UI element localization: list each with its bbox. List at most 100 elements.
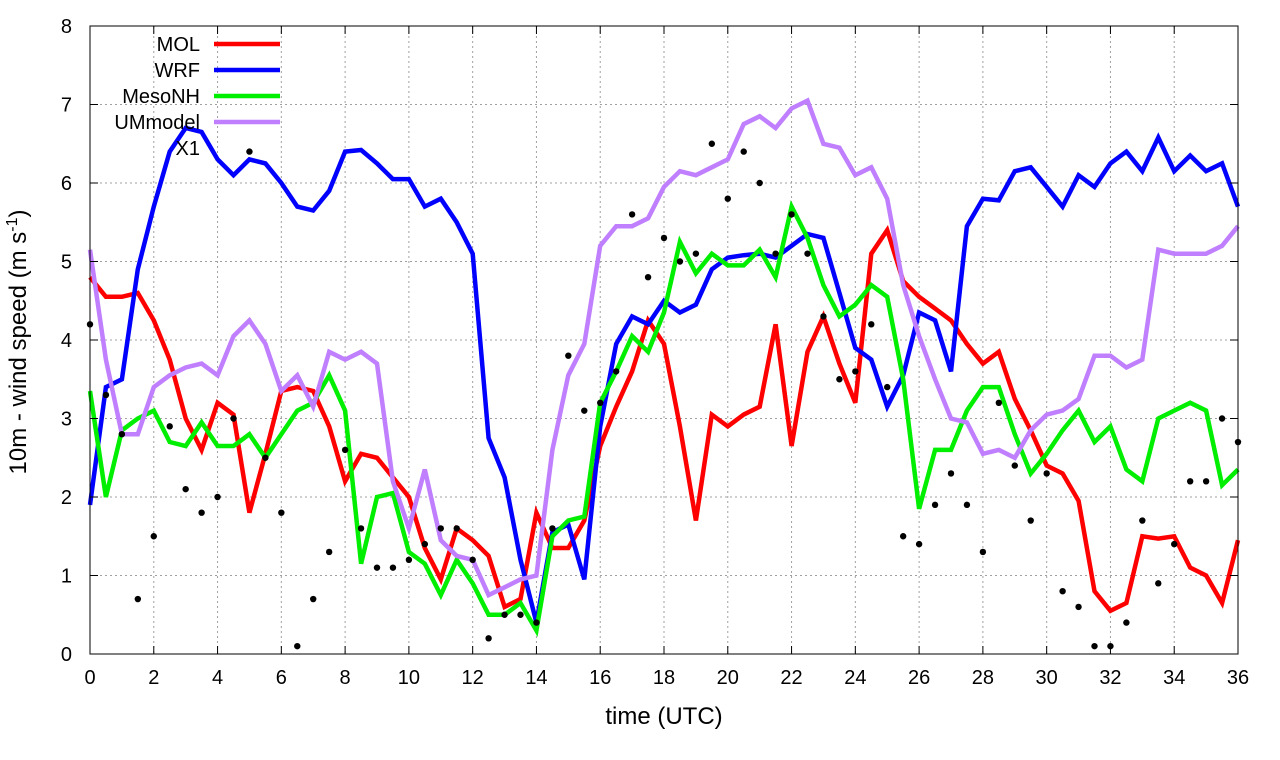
y-axis-label-close: ) — [5, 210, 32, 218]
y-tick-label: 0 — [61, 644, 72, 666]
point-x1 — [597, 399, 604, 406]
point-x1 — [740, 148, 747, 155]
x-tick-label: 16 — [589, 667, 611, 689]
point-x1 — [198, 509, 205, 516]
point-x1 — [995, 399, 1003, 406]
point-x1 — [325, 548, 333, 556]
point-x1 — [979, 548, 987, 556]
point-x1 — [182, 485, 189, 493]
point-x1 — [1139, 517, 1146, 524]
point-x1 — [166, 423, 173, 430]
legend-label-x1: X1 — [176, 138, 200, 160]
point-x1 — [357, 525, 365, 532]
y-tick-labels: 0 1 2 3 4 5 6 7 8 — [61, 16, 1238, 666]
point-x1 — [294, 642, 301, 650]
series-line-mesonh — [87, 200, 1240, 638]
point-x1 — [549, 525, 556, 532]
point-x1 — [724, 195, 731, 202]
point-x1 — [1075, 603, 1082, 611]
x-tick-label: 24 — [844, 667, 866, 689]
x-tick-label: 8 — [340, 667, 351, 689]
series-line-wrf — [87, 125, 1241, 624]
point-x1 — [692, 250, 700, 257]
point-x1 — [246, 148, 253, 155]
y-axis-label: 10m - wind speed (m s-1) — [4, 210, 32, 475]
point-x1 — [1027, 517, 1034, 524]
series-layer — [86, 97, 1242, 650]
point-x1 — [1059, 588, 1066, 595]
point-x1 — [565, 352, 572, 359]
x-tick-label: 36 — [1227, 667, 1249, 689]
point-x1 — [1155, 580, 1162, 587]
point-x1 — [612, 368, 620, 375]
point-x1 — [676, 258, 684, 265]
x-tick-label: 4 — [212, 667, 223, 689]
point-x1 — [118, 431, 126, 438]
y-tick-label: 3 — [61, 409, 72, 431]
legend-label-mol: MOL — [157, 34, 200, 56]
y-tick-label: 4 — [61, 330, 72, 352]
x-tick-label: 14 — [525, 667, 547, 689]
legend-label-ummodel: UMmodel — [114, 112, 200, 134]
point-x1 — [421, 540, 429, 548]
y-tick-label: 5 — [61, 252, 72, 274]
x-axis-label: time (UTC) — [605, 703, 722, 730]
point-x1 — [868, 321, 875, 328]
point-x1 — [820, 313, 827, 320]
point-x1 — [278, 509, 285, 516]
x-tick-label: 32 — [1099, 667, 1121, 689]
point-x1 — [405, 556, 413, 563]
point-x1 — [628, 211, 636, 218]
point-x1 — [884, 383, 891, 391]
y-tick-label: 6 — [61, 173, 72, 195]
point-x1 — [772, 250, 779, 257]
y-tick-label: 7 — [61, 95, 72, 117]
point-x1 — [963, 501, 971, 509]
point-x1 — [230, 415, 237, 422]
point-x1 — [453, 525, 460, 532]
x-tick-label: 6 — [276, 667, 287, 689]
point-x1 — [437, 525, 444, 532]
legend-label-wrf: WRF — [154, 60, 200, 82]
point-x1 — [310, 595, 317, 603]
legend-label-mesonh: MesoNH — [122, 86, 200, 108]
point-x1 — [660, 234, 668, 242]
point-x1 — [915, 540, 923, 548]
point-x1 — [1186, 478, 1194, 485]
x-tick-label: 20 — [717, 667, 739, 689]
y-axis-label-main: 10m - wind speed (m s — [5, 232, 32, 475]
y-tick-label: 1 — [61, 566, 72, 588]
point-x1 — [1218, 415, 1226, 422]
point-x1 — [1043, 470, 1050, 477]
point-x1 — [533, 619, 540, 626]
point-x1 — [517, 611, 524, 618]
point-x1 — [947, 470, 955, 477]
point-x1 — [341, 446, 349, 454]
point-x1 — [1171, 540, 1178, 548]
point-x1 — [756, 179, 763, 187]
x-tick-labels: 0 2 4 6 8 10 12 14 16 18 20 22 24 26 28 30 32 34 36 — [84, 26, 1249, 689]
y-axis-label-superscript: -1 — [4, 217, 21, 231]
point-x1 — [581, 407, 588, 414]
y-tick-label: 8 — [61, 16, 72, 38]
point-x1 — [102, 391, 110, 399]
point-x1 — [134, 595, 142, 603]
point-x1 — [899, 533, 907, 540]
point-x1 — [1011, 462, 1018, 469]
point-x1 — [931, 501, 939, 509]
point-x1 — [836, 376, 843, 383]
y-tick-label: 2 — [61, 487, 72, 509]
point-x1 — [1202, 478, 1210, 485]
point-x1 — [373, 564, 381, 571]
point-x1 — [708, 140, 716, 147]
series-x1 — [86, 140, 1242, 650]
point-x1 — [788, 211, 795, 218]
x-tick-label: 10 — [398, 667, 420, 689]
x-tick-label: 26 — [908, 667, 930, 689]
legend: MOL WRF MesoNH UMmodel X1 — [114, 34, 280, 160]
point-x1 — [804, 250, 811, 257]
x-tick-label: 30 — [1036, 667, 1058, 689]
point-x1 — [1123, 619, 1130, 626]
x-tick-label: 2 — [148, 667, 159, 689]
